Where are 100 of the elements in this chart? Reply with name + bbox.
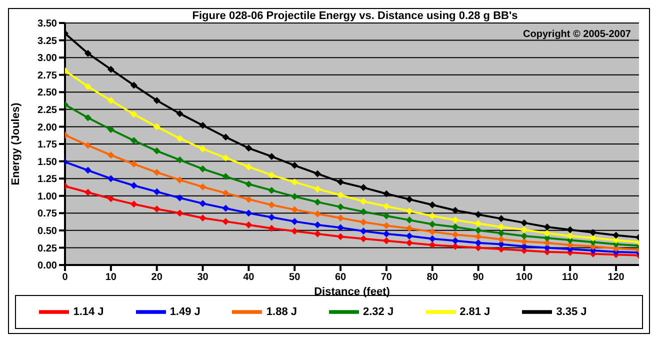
point: [84, 114, 92, 122]
x-tick-label: 50: [289, 272, 301, 284]
point: [474, 239, 482, 246]
point: [84, 50, 92, 57]
point: [452, 231, 459, 238]
point: [498, 240, 505, 248]
y-axis-title: Energy (Joules): [10, 102, 22, 186]
point: [452, 223, 459, 230]
y-tick-label: 1.50: [38, 156, 58, 168]
chart-title: Figure 028-06 Projectile Energy vs. Distance using 0.28 g BB's: [69, 10, 641, 22]
point: [452, 216, 459, 224]
y-tick-label: 2.75: [38, 70, 58, 82]
point: [84, 83, 92, 90]
point: [268, 224, 276, 232]
point: [452, 242, 459, 250]
legend-label: 2.32 J: [363, 306, 394, 318]
y-tick-label: 2.00: [38, 122, 58, 134]
point: [291, 228, 298, 235]
legend-label: 1.14 J: [73, 306, 104, 318]
point: [291, 193, 298, 200]
point: [544, 239, 551, 246]
point: [474, 233, 482, 240]
x-tick-label: 10: [105, 272, 117, 284]
point: [314, 170, 322, 178]
point: [474, 211, 482, 218]
point: [360, 228, 367, 235]
point: [222, 190, 230, 197]
point: [337, 224, 344, 232]
point: [474, 220, 482, 228]
y-tick-label: 3.00: [38, 53, 58, 64]
legend-label: 2.81 J: [460, 306, 490, 318]
point: [314, 185, 322, 192]
point: [314, 230, 322, 238]
point: [222, 154, 230, 162]
point: [107, 126, 114, 133]
point: [566, 226, 574, 234]
y-tick-label: 2.50: [38, 88, 58, 99]
point: [474, 226, 482, 234]
point: [222, 204, 230, 212]
point: [382, 202, 390, 210]
x-tick-label: 120: [608, 272, 625, 284]
point: [360, 198, 367, 205]
point: [360, 208, 367, 216]
point: [337, 178, 344, 186]
point: [222, 218, 230, 225]
point: [337, 214, 344, 222]
x-tick-label: 40: [243, 272, 255, 284]
point: [130, 160, 138, 168]
point: [245, 221, 252, 228]
x-tick-label: 30: [197, 272, 209, 284]
x-tick-label: 80: [426, 272, 438, 284]
point: [199, 165, 206, 172]
point: [176, 176, 184, 184]
point: [153, 96, 160, 104]
point: [428, 228, 436, 236]
point: [520, 238, 528, 245]
point: [268, 152, 276, 160]
point: [520, 219, 528, 226]
point: [84, 188, 92, 196]
point: [176, 210, 184, 217]
point: [337, 233, 344, 240]
point: [382, 212, 390, 220]
point: [612, 232, 620, 239]
point: [520, 232, 528, 240]
point: [107, 66, 114, 73]
point: [84, 166, 92, 174]
legend-label: 1.88 J: [266, 306, 297, 318]
point: [176, 156, 184, 164]
point: [337, 192, 344, 199]
y-tick-label: 2.25: [38, 104, 58, 116]
point: [566, 232, 574, 240]
point: [130, 182, 138, 189]
point: [360, 235, 367, 242]
x-tick-label: 110: [562, 272, 579, 284]
point: [544, 223, 551, 230]
point: [222, 134, 230, 141]
point: [153, 147, 160, 154]
legend-label: 3.35 J: [556, 306, 587, 318]
y-tick-label: 0.25: [38, 243, 58, 254]
y-tick-label: 0.50: [38, 226, 58, 237]
x-tick-label: 90: [472, 272, 484, 284]
point: [452, 237, 459, 244]
point: [107, 152, 114, 159]
point: [406, 232, 413, 240]
point: [245, 163, 252, 170]
point: [291, 206, 298, 214]
point: [498, 215, 505, 222]
y-tick-label: 1.00: [38, 191, 58, 202]
point: [199, 145, 206, 152]
point: [382, 230, 390, 238]
point: [245, 144, 252, 152]
point: [245, 196, 252, 203]
point: [360, 184, 367, 192]
point: [428, 220, 436, 228]
point: [498, 230, 505, 237]
point: [84, 142, 92, 149]
y-tick-label: 3.50: [38, 18, 58, 30]
point: [291, 162, 298, 169]
point: [406, 196, 413, 203]
point: [222, 172, 230, 180]
